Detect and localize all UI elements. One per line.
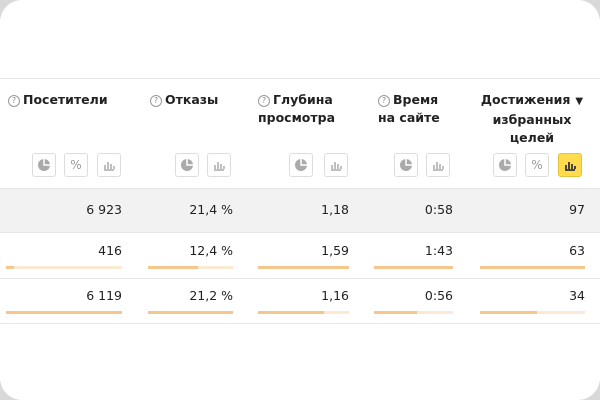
pie-button[interactable]	[175, 153, 199, 177]
bar-track	[148, 266, 233, 269]
totals-row-bg	[0, 188, 600, 232]
bars-button[interactable]	[207, 153, 231, 177]
row-separator	[0, 188, 600, 189]
pie-button[interactable]	[32, 153, 56, 177]
cell-value: 6 119	[86, 288, 122, 303]
header-line: ? Глубина	[258, 91, 358, 109]
percent-icon: %	[531, 158, 543, 172]
cell-value: 0:58	[424, 202, 453, 217]
bars-button[interactable]	[426, 153, 450, 177]
help-icon: ?	[8, 95, 20, 107]
help-icon: ?	[258, 95, 270, 107]
help-icon: ?	[378, 95, 390, 107]
column-header: ? Время на сайте	[378, 91, 468, 127]
cell-value: 416	[98, 243, 122, 258]
bar-fill	[258, 311, 325, 314]
bar-fill	[374, 311, 417, 314]
row-separator	[0, 278, 600, 279]
header-text: Посетители	[23, 92, 108, 107]
bar-track	[374, 266, 453, 269]
cell-value: 63	[569, 243, 585, 258]
bar-track	[148, 311, 233, 314]
header-line: ? Посетители	[8, 91, 148, 109]
header-top-border	[0, 78, 600, 79]
header-text: избранных	[492, 112, 572, 127]
percent-button[interactable]: %	[525, 153, 549, 177]
bar-fill	[374, 266, 453, 269]
cell-value: 12,4 %	[189, 243, 233, 258]
percent-icon: %	[70, 158, 82, 172]
bars-button-active[interactable]	[558, 153, 582, 177]
header-line: целей	[478, 129, 586, 147]
sort-indicator: ▼	[575, 96, 584, 107]
bar-track	[6, 266, 122, 269]
header-line: просмотра	[258, 109, 358, 127]
help-icon: ?	[150, 95, 162, 107]
cell-value: 1,18	[321, 202, 349, 217]
cell-value: 1,59	[321, 243, 349, 258]
cell-value: 1,16	[321, 288, 349, 303]
cell-value: 0:56	[424, 288, 453, 303]
bars-button[interactable]	[97, 153, 121, 177]
header-text: на сайте	[378, 110, 440, 125]
pie-button[interactable]	[394, 153, 418, 177]
header-line: Достижения ▼	[478, 91, 586, 111]
cell-value: 21,2 %	[189, 288, 233, 303]
bar-track	[374, 311, 453, 314]
header-text: Глубина	[273, 92, 333, 107]
cell-value: 21,4 %	[189, 202, 233, 217]
header-text: Достижения	[480, 92, 571, 107]
column-header: ? Посетители	[8, 91, 148, 109]
bar-track	[480, 266, 585, 269]
bar-fill	[258, 266, 349, 269]
bar-track	[258, 311, 349, 314]
bar-fill	[480, 266, 585, 269]
row-separator	[0, 323, 600, 324]
bar-fill	[480, 311, 537, 314]
bar-track	[6, 311, 122, 314]
column-header: ? Глубина просмотра	[258, 91, 358, 127]
percent-button[interactable]: %	[64, 153, 88, 177]
bar-fill	[148, 311, 233, 314]
bar-fill	[6, 266, 14, 269]
header-text: просмотра	[258, 110, 336, 125]
bar-track	[258, 266, 349, 269]
header-line: избранных	[478, 111, 586, 129]
column-header: Достижения ▼ избранных целей	[478, 91, 586, 147]
cell-value: 97	[569, 202, 585, 217]
pie-button[interactable]	[289, 153, 313, 177]
bar-fill	[6, 311, 122, 314]
cell-value: 34	[569, 288, 585, 303]
header-line: ? Время	[378, 91, 468, 109]
column-header: ? Отказы	[150, 91, 250, 109]
header-text: Отказы	[165, 92, 219, 107]
row-separator	[0, 232, 600, 233]
header-line: ? Отказы	[150, 91, 250, 109]
cell-value: 1:43	[424, 243, 453, 258]
header-text: Время	[393, 92, 439, 107]
header-text: целей	[509, 130, 555, 145]
bars-button[interactable]	[324, 153, 348, 177]
bar-fill	[148, 266, 198, 269]
pie-button[interactable]	[493, 153, 517, 177]
cell-value: 6 923	[86, 202, 122, 217]
bar-track	[480, 311, 585, 314]
header-line: на сайте	[378, 109, 468, 127]
